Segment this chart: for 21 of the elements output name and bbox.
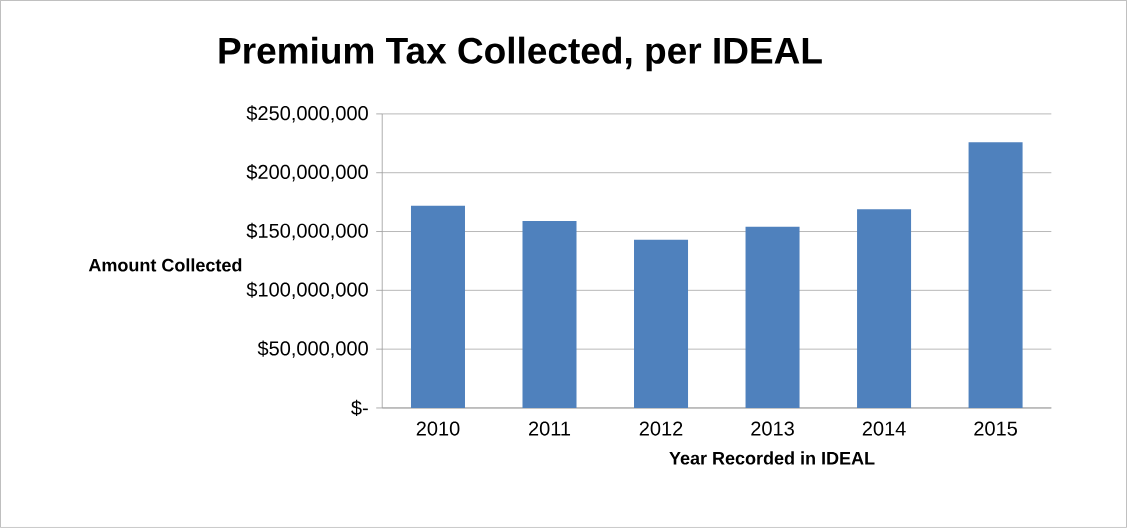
- bar: [857, 209, 912, 409]
- x-tick-label: 2014: [862, 421, 906, 436]
- bar: [634, 239, 689, 409]
- y-tick-label: $100,000,000: [246, 281, 368, 300]
- y-tick-label: $-: [351, 399, 368, 417]
- bar: [522, 221, 577, 409]
- y-axis-title: Amount Collected: [88, 258, 242, 272]
- bar: [745, 226, 800, 409]
- chart-title: Premium Tax Collected, per IDEAL: [219, 36, 822, 72]
- x-tick-label: 2010: [416, 421, 460, 436]
- bar: [410, 205, 465, 409]
- y-tick-label: $200,000,000: [246, 164, 368, 182]
- x-axis-title: Year Recorded in IDEAL: [669, 451, 875, 465]
- x-tick-label: 2012: [639, 421, 683, 436]
- x-tick-label: 2013: [751, 421, 794, 436]
- y-tick-label: $50,000,000: [257, 340, 368, 358]
- bar: [968, 142, 1023, 409]
- y-tick-label: $150,000,000: [246, 222, 368, 241]
- x-tick-label: 2011: [529, 421, 571, 436]
- y-tick-label: $250,000,000: [246, 105, 368, 123]
- x-tick-label: 2015: [974, 421, 1017, 436]
